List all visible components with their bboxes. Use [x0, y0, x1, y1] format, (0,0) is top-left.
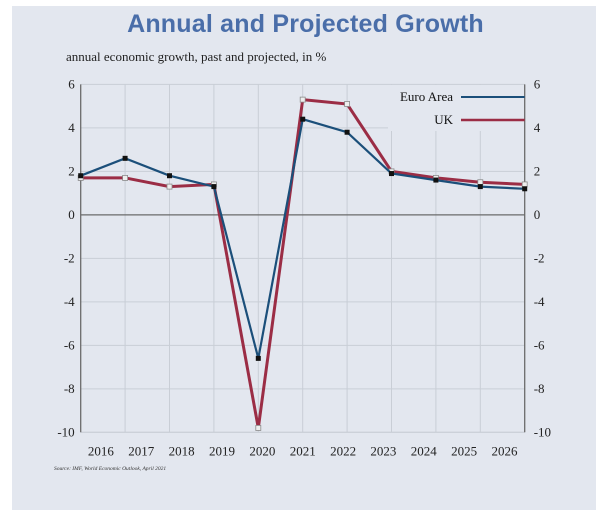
y-tick-label-right: 0 — [534, 207, 541, 222]
chart-subtitle: annual economic growth, past and project… — [66, 49, 327, 64]
source-note: Source: IMF, World Economic Outlook, Apr… — [54, 466, 167, 472]
y-tick-label-right: -10 — [534, 424, 551, 439]
data-point — [477, 184, 483, 190]
y-tick-label-right: 2 — [534, 163, 541, 178]
legend-label: UK — [434, 112, 453, 127]
data-point — [211, 184, 217, 190]
data-point — [255, 355, 261, 361]
y-tick-label-right: -2 — [534, 250, 545, 265]
data-point — [122, 174, 128, 181]
data-point — [122, 155, 128, 161]
x-tick-label: 2026 — [492, 443, 519, 458]
data-point — [521, 181, 528, 188]
data-point — [300, 116, 306, 122]
data-point — [344, 129, 350, 135]
y-tick-label-left: 4 — [68, 120, 75, 135]
y-tick-label-left: -4 — [64, 294, 75, 309]
y-tick-label-right: 6 — [534, 76, 541, 91]
x-tick-label: 2024 — [411, 443, 438, 458]
y-tick-label-left: -2 — [64, 250, 75, 265]
x-tick-label: 2023 — [370, 443, 396, 458]
y-tick-label-left: 0 — [68, 207, 75, 222]
data-point — [255, 425, 262, 431]
y-tick-label-right: 4 — [534, 120, 541, 135]
x-tick-label: 2018 — [169, 443, 195, 458]
y-tick-label-left: 2 — [68, 163, 75, 178]
legend-background — [388, 85, 524, 131]
data-point — [477, 179, 484, 186]
x-tick-label: 2020 — [249, 443, 275, 458]
legend: Euro Area UK — [388, 85, 525, 131]
data-point — [344, 101, 351, 107]
grid-layer — [80, 83, 525, 433]
chart-title: Annual and Projected Growth — [127, 10, 484, 38]
x-tick-label: 2022 — [330, 443, 356, 458]
x-tick-label: 2017 — [128, 443, 155, 458]
x-tick-label: 2021 — [290, 443, 316, 458]
ticks-layer: 6 6 4 4 2 2 0 0 -2 -2 -4 -4 -6 -6 -8 -8 -10 -10 2016 2017 20… — [57, 76, 551, 458]
y-tick-label-left: -10 — [57, 424, 74, 439]
y-tick-label-left: -8 — [64, 381, 75, 396]
data-point — [78, 173, 84, 179]
series-layer — [77, 96, 528, 431]
x-tick-label: 2019 — [209, 443, 235, 458]
series-euro-area — [78, 116, 528, 361]
y-tick-label-right: -8 — [534, 381, 545, 396]
axis-layer — [80, 84, 526, 433]
data-point — [299, 96, 306, 103]
data-point — [522, 186, 528, 192]
legend-label: Euro Area — [400, 89, 453, 104]
y-tick-label-right: -4 — [534, 294, 545, 309]
x-tick-label: 2025 — [451, 443, 477, 458]
data-point — [389, 171, 394, 177]
y-tick-label-right: -6 — [534, 337, 545, 352]
y-tick-label-left: 6 — [68, 76, 75, 91]
data-point — [166, 183, 173, 190]
data-point — [167, 173, 172, 179]
y-tick-label-left: -6 — [64, 337, 75, 352]
x-tick-label: 2016 — [88, 443, 115, 458]
data-point — [433, 177, 439, 183]
